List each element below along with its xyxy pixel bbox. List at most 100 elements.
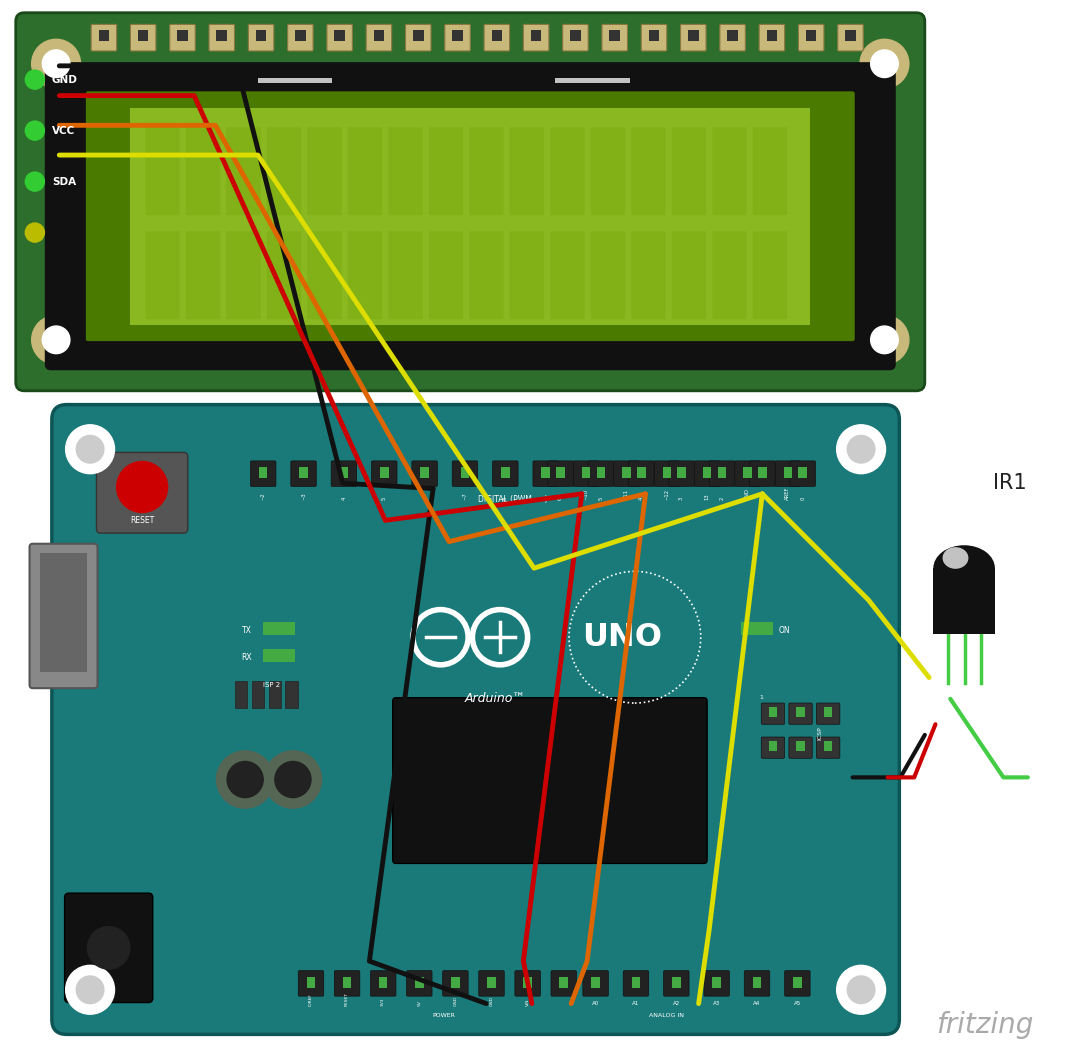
FancyBboxPatch shape	[267, 127, 301, 216]
Text: GND: GND	[489, 996, 493, 1006]
FancyBboxPatch shape	[170, 24, 195, 51]
Bar	[138, 30, 148, 41]
FancyBboxPatch shape	[588, 461, 614, 486]
FancyBboxPatch shape	[614, 461, 639, 486]
FancyBboxPatch shape	[712, 232, 747, 320]
Bar	[799, 467, 807, 478]
Bar	[235, 681, 248, 708]
Bar	[263, 649, 295, 662]
FancyBboxPatch shape	[551, 971, 577, 996]
Bar	[769, 707, 778, 717]
Text: 1: 1	[759, 497, 765, 500]
Text: 5V: 5V	[418, 999, 421, 1006]
Bar	[637, 467, 645, 478]
FancyBboxPatch shape	[591, 232, 625, 320]
Text: ~3: ~3	[301, 493, 307, 500]
Bar	[570, 30, 581, 41]
FancyBboxPatch shape	[663, 971, 689, 996]
Text: GND: GND	[745, 489, 750, 500]
Bar	[648, 30, 659, 41]
Bar	[662, 467, 671, 478]
FancyBboxPatch shape	[334, 971, 360, 996]
Circle shape	[227, 761, 263, 798]
Text: SDA: SDA	[52, 176, 76, 187]
Text: RX: RX	[241, 653, 251, 662]
FancyBboxPatch shape	[631, 232, 665, 320]
FancyBboxPatch shape	[933, 568, 995, 634]
FancyBboxPatch shape	[799, 24, 823, 51]
Text: 0: 0	[800, 497, 805, 500]
FancyBboxPatch shape	[759, 24, 785, 51]
Bar	[413, 30, 424, 41]
Text: 1: 1	[759, 696, 763, 700]
FancyBboxPatch shape	[348, 127, 382, 216]
FancyBboxPatch shape	[250, 461, 276, 486]
Bar	[582, 467, 591, 478]
Text: ISP 2: ISP 2	[263, 682, 280, 688]
Text: ANALOG IN: ANALOG IN	[649, 1013, 685, 1018]
FancyBboxPatch shape	[186, 127, 220, 216]
Bar	[556, 467, 565, 478]
Bar	[130, 108, 811, 325]
FancyBboxPatch shape	[389, 127, 423, 216]
Bar	[758, 467, 767, 478]
FancyBboxPatch shape	[509, 232, 545, 320]
Bar	[677, 467, 686, 478]
FancyBboxPatch shape	[366, 24, 392, 51]
FancyBboxPatch shape	[750, 461, 775, 486]
Bar	[727, 30, 738, 41]
Text: POWER: POWER	[433, 1013, 455, 1018]
FancyBboxPatch shape	[16, 13, 925, 391]
Bar	[743, 467, 752, 478]
Bar	[845, 30, 855, 41]
Text: TX: TX	[241, 627, 251, 635]
Bar	[415, 977, 424, 988]
Bar	[672, 977, 680, 988]
FancyBboxPatch shape	[389, 232, 423, 320]
Bar	[421, 467, 429, 478]
Bar	[560, 977, 568, 988]
FancyBboxPatch shape	[145, 127, 179, 216]
Bar	[741, 622, 773, 635]
FancyBboxPatch shape	[469, 232, 504, 320]
Text: 4: 4	[342, 497, 346, 500]
FancyBboxPatch shape	[452, 461, 477, 486]
Bar	[531, 30, 541, 41]
Bar	[712, 977, 721, 988]
Text: A0: A0	[592, 1000, 599, 1006]
Circle shape	[88, 926, 130, 969]
Bar	[379, 977, 388, 988]
FancyBboxPatch shape	[348, 232, 382, 320]
FancyBboxPatch shape	[52, 405, 899, 1034]
Text: ~12: ~12	[664, 490, 670, 500]
Circle shape	[65, 965, 114, 1014]
FancyBboxPatch shape	[775, 461, 801, 486]
Bar	[295, 30, 305, 41]
FancyBboxPatch shape	[550, 232, 584, 320]
Circle shape	[116, 462, 168, 513]
Text: UNO: UNO	[582, 621, 662, 653]
Bar	[703, 467, 711, 478]
Circle shape	[26, 121, 45, 140]
Bar	[555, 78, 629, 83]
FancyBboxPatch shape	[30, 544, 97, 688]
FancyBboxPatch shape	[753, 232, 787, 320]
FancyBboxPatch shape	[837, 24, 863, 51]
Bar	[688, 30, 698, 41]
Bar	[98, 30, 109, 41]
FancyBboxPatch shape	[91, 24, 116, 51]
Bar	[268, 681, 281, 708]
FancyBboxPatch shape	[298, 971, 324, 996]
FancyBboxPatch shape	[533, 461, 559, 486]
Ellipse shape	[933, 545, 995, 592]
Text: RESET: RESET	[345, 992, 349, 1006]
Bar	[285, 681, 298, 708]
FancyBboxPatch shape	[145, 232, 179, 320]
Bar	[452, 30, 462, 41]
Text: 6: 6	[559, 497, 563, 500]
Bar	[487, 977, 496, 988]
FancyBboxPatch shape	[583, 971, 609, 996]
FancyBboxPatch shape	[509, 127, 545, 216]
FancyBboxPatch shape	[96, 452, 188, 533]
Bar	[523, 977, 532, 988]
